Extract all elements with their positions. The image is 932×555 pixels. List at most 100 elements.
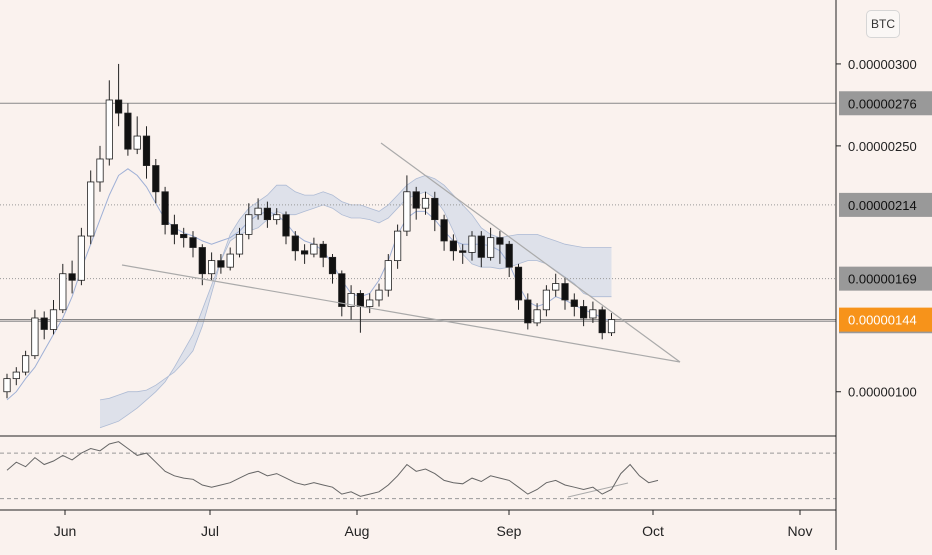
candle-down-body	[477, 235, 485, 258]
candle-3	[31, 309, 39, 359]
candle-60	[561, 277, 569, 310]
candle-down-body	[124, 112, 132, 150]
candle-down-body	[217, 260, 225, 268]
candle-5	[49, 299, 58, 335]
candle-17	[161, 186, 169, 235]
candle-up-body	[393, 230, 402, 262]
candle-up-body	[384, 260, 392, 291]
candle-down-body	[412, 191, 420, 209]
candle-down-body	[505, 243, 513, 268]
x-axis: Jun Jul Aug Sep Oct Nov	[54, 510, 812, 539]
candle-up-body	[347, 292, 355, 307]
candle-up-body	[533, 309, 541, 324]
candle-55	[514, 263, 523, 310]
candle-down-body	[263, 207, 272, 221]
currency-badge[interactable]: BTC	[866, 10, 900, 38]
candle-50	[468, 231, 476, 261]
candle-46	[431, 191, 439, 232]
candle-down-body	[496, 237, 504, 245]
candle-0	[3, 373, 11, 399]
candle-down-body	[189, 237, 197, 248]
price-label-text: 0.00000169	[848, 272, 917, 287]
candle-down-body	[570, 299, 578, 307]
candle-34	[319, 240, 327, 268]
rsi-line	[6, 441, 659, 497]
candle-30	[282, 211, 290, 245]
candle-63	[589, 301, 597, 323]
candle-down-body	[291, 235, 299, 252]
y-tick-label: 0.00000300	[848, 57, 917, 72]
candle-up-body	[77, 235, 85, 281]
candle-35	[328, 254, 337, 284]
candle-down-body	[40, 317, 48, 330]
candle-up-body	[49, 309, 58, 330]
candle-down-body	[319, 243, 327, 258]
candle-43	[403, 175, 411, 237]
candle-13	[124, 103, 132, 156]
candle-39	[366, 293, 374, 314]
candle-down-body	[431, 197, 439, 221]
candle-31	[291, 231, 299, 261]
candle-up-body	[31, 317, 39, 357]
candle-up-body	[254, 207, 262, 216]
candle-61	[570, 293, 578, 317]
candle-8	[77, 227, 85, 286]
candle-up-body	[59, 273, 67, 311]
candle-down-body	[68, 273, 76, 281]
candle-down-body	[524, 299, 532, 324]
candle-18	[170, 214, 178, 245]
candle-51	[477, 231, 485, 268]
y-tick-label: 0.00000100	[848, 385, 917, 400]
candle-9	[87, 170, 95, 245]
candle-65	[607, 313, 616, 337]
candle-down-body	[514, 266, 523, 301]
candle-down-body	[440, 219, 448, 242]
current-price-label-box	[839, 307, 932, 332]
candle-up-body	[3, 378, 11, 393]
y-tick-label: 0.00000250	[848, 139, 917, 154]
candle-up-body	[468, 235, 476, 253]
candle-2	[21, 350, 30, 376]
candle-23	[217, 254, 225, 274]
candle-56	[524, 293, 532, 330]
candles	[3, 63, 616, 399]
candle-down-body	[282, 214, 290, 237]
candle-down-body	[449, 240, 458, 252]
candle-6	[59, 263, 67, 314]
candle-45	[421, 191, 430, 215]
candle-up-body	[607, 319, 616, 334]
candle-12	[115, 63, 123, 127]
x-tick-label: Sep	[497, 523, 522, 539]
candle-down-body	[300, 250, 309, 255]
candle-37	[347, 285, 355, 320]
trendlines	[121, 142, 681, 498]
candle-44	[412, 186, 420, 220]
candle-53	[496, 231, 504, 264]
candle-36	[338, 270, 346, 317]
candle-up-body	[486, 237, 495, 258]
candle-down-body	[161, 191, 169, 225]
candle-49	[459, 244, 467, 264]
price-label-box	[839, 266, 932, 291]
x-tick-label: Jun	[54, 523, 77, 539]
upper-trendline	[380, 142, 681, 363]
candle-57	[533, 303, 541, 327]
candle-27	[254, 198, 262, 220]
price-label-text: 0.00000214	[848, 198, 917, 213]
candle-up-body	[21, 355, 30, 373]
candle-down-body	[170, 224, 178, 235]
candle-25	[235, 227, 244, 258]
candle-54	[505, 240, 513, 278]
price-label-box	[839, 91, 932, 116]
candle-down-body	[561, 283, 569, 301]
candle-64	[598, 306, 606, 340]
rsi-trendline	[567, 482, 629, 498]
candle-down-body	[115, 99, 123, 114]
candle-15	[142, 126, 151, 179]
candle-up-body	[105, 99, 113, 160]
candle-down-body	[198, 247, 206, 275]
x-tick-label: Aug	[345, 523, 370, 539]
candle-1	[12, 367, 20, 386]
cloud-bottom-line	[99, 191, 612, 429]
